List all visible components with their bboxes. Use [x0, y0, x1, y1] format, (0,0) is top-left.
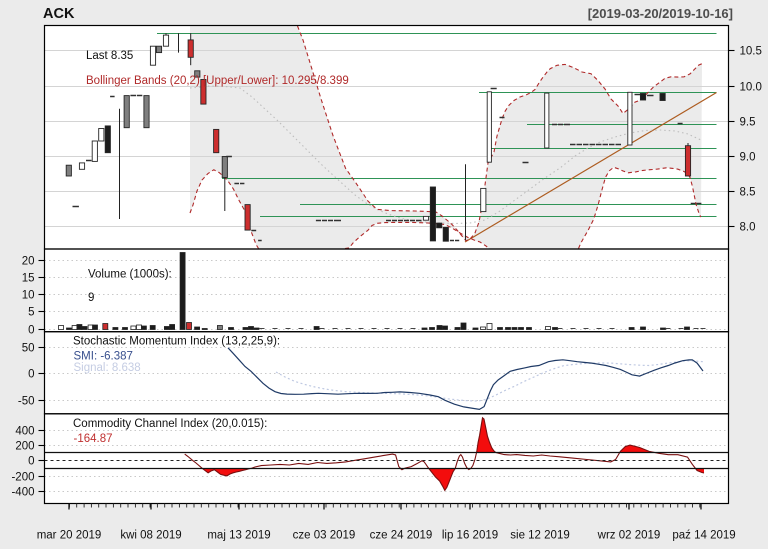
svg-text:8.5: 8.5: [740, 187, 756, 199]
svg-text:200: 200: [15, 441, 34, 453]
svg-text:50: 50: [22, 343, 35, 355]
svg-text:paź 14 2019: paź 14 2019: [672, 530, 735, 542]
svg-text:mar 20 2019: mar 20 2019: [37, 530, 102, 542]
svg-text:8.0: 8.0: [740, 222, 756, 234]
svg-text:0: 0: [28, 325, 34, 337]
svg-text:10: 10: [22, 290, 35, 302]
svg-text:9: 9: [88, 292, 94, 304]
svg-text:maj 13 2019: maj 13 2019: [207, 530, 270, 542]
svg-text:cze 24 2019: cze 24 2019: [370, 530, 433, 542]
svg-text:-400: -400: [11, 487, 34, 499]
svg-text:400: 400: [15, 426, 34, 438]
svg-text:lip 16 2019: lip 16 2019: [442, 530, 498, 542]
svg-text:ACK: ACK: [43, 6, 75, 22]
svg-text:5: 5: [28, 307, 34, 319]
svg-text:9.0: 9.0: [740, 152, 756, 164]
svg-text:9.5: 9.5: [740, 117, 756, 129]
svg-text:20: 20: [22, 256, 35, 268]
svg-text:-200: -200: [11, 472, 34, 484]
svg-text:SMI: -6.387: SMI: -6.387: [74, 351, 133, 363]
svg-text:Stochastic Momentum Index (13,: Stochastic Momentum Index (13,2,25,9):: [73, 336, 280, 348]
svg-text:Bollinger Bands (20,2) [Upper/: Bollinger Bands (20,2) [Upper/Lower]: 10…: [86, 75, 349, 87]
svg-text:Commodity Channel Index (20,0.: Commodity Channel Index (20,0.015):: [73, 418, 267, 430]
svg-text:kwi 08 2019: kwi 08 2019: [120, 530, 181, 542]
svg-text:10.0: 10.0: [740, 82, 762, 94]
svg-text:sie 12 2019: sie 12 2019: [510, 530, 569, 542]
svg-text:wrz 02 2019: wrz 02 2019: [597, 530, 661, 542]
svg-text:15: 15: [22, 273, 35, 285]
svg-text:Last 8.35: Last 8.35: [86, 50, 133, 62]
svg-text:-164.87: -164.87: [74, 433, 113, 445]
svg-text:10.5: 10.5: [740, 46, 762, 58]
svg-text:0: 0: [28, 369, 34, 381]
svg-text:[2019-03-20/2019-10-16]: [2019-03-20/2019-10-16]: [588, 6, 733, 21]
svg-text:0: 0: [28, 456, 34, 468]
svg-text:Signal: 8.638: Signal: 8.638: [74, 362, 141, 374]
svg-text:cze 03 2019: cze 03 2019: [293, 530, 356, 542]
svg-text:-50: -50: [18, 396, 35, 408]
svg-text:Volume (1000s):: Volume (1000s):: [88, 269, 172, 281]
